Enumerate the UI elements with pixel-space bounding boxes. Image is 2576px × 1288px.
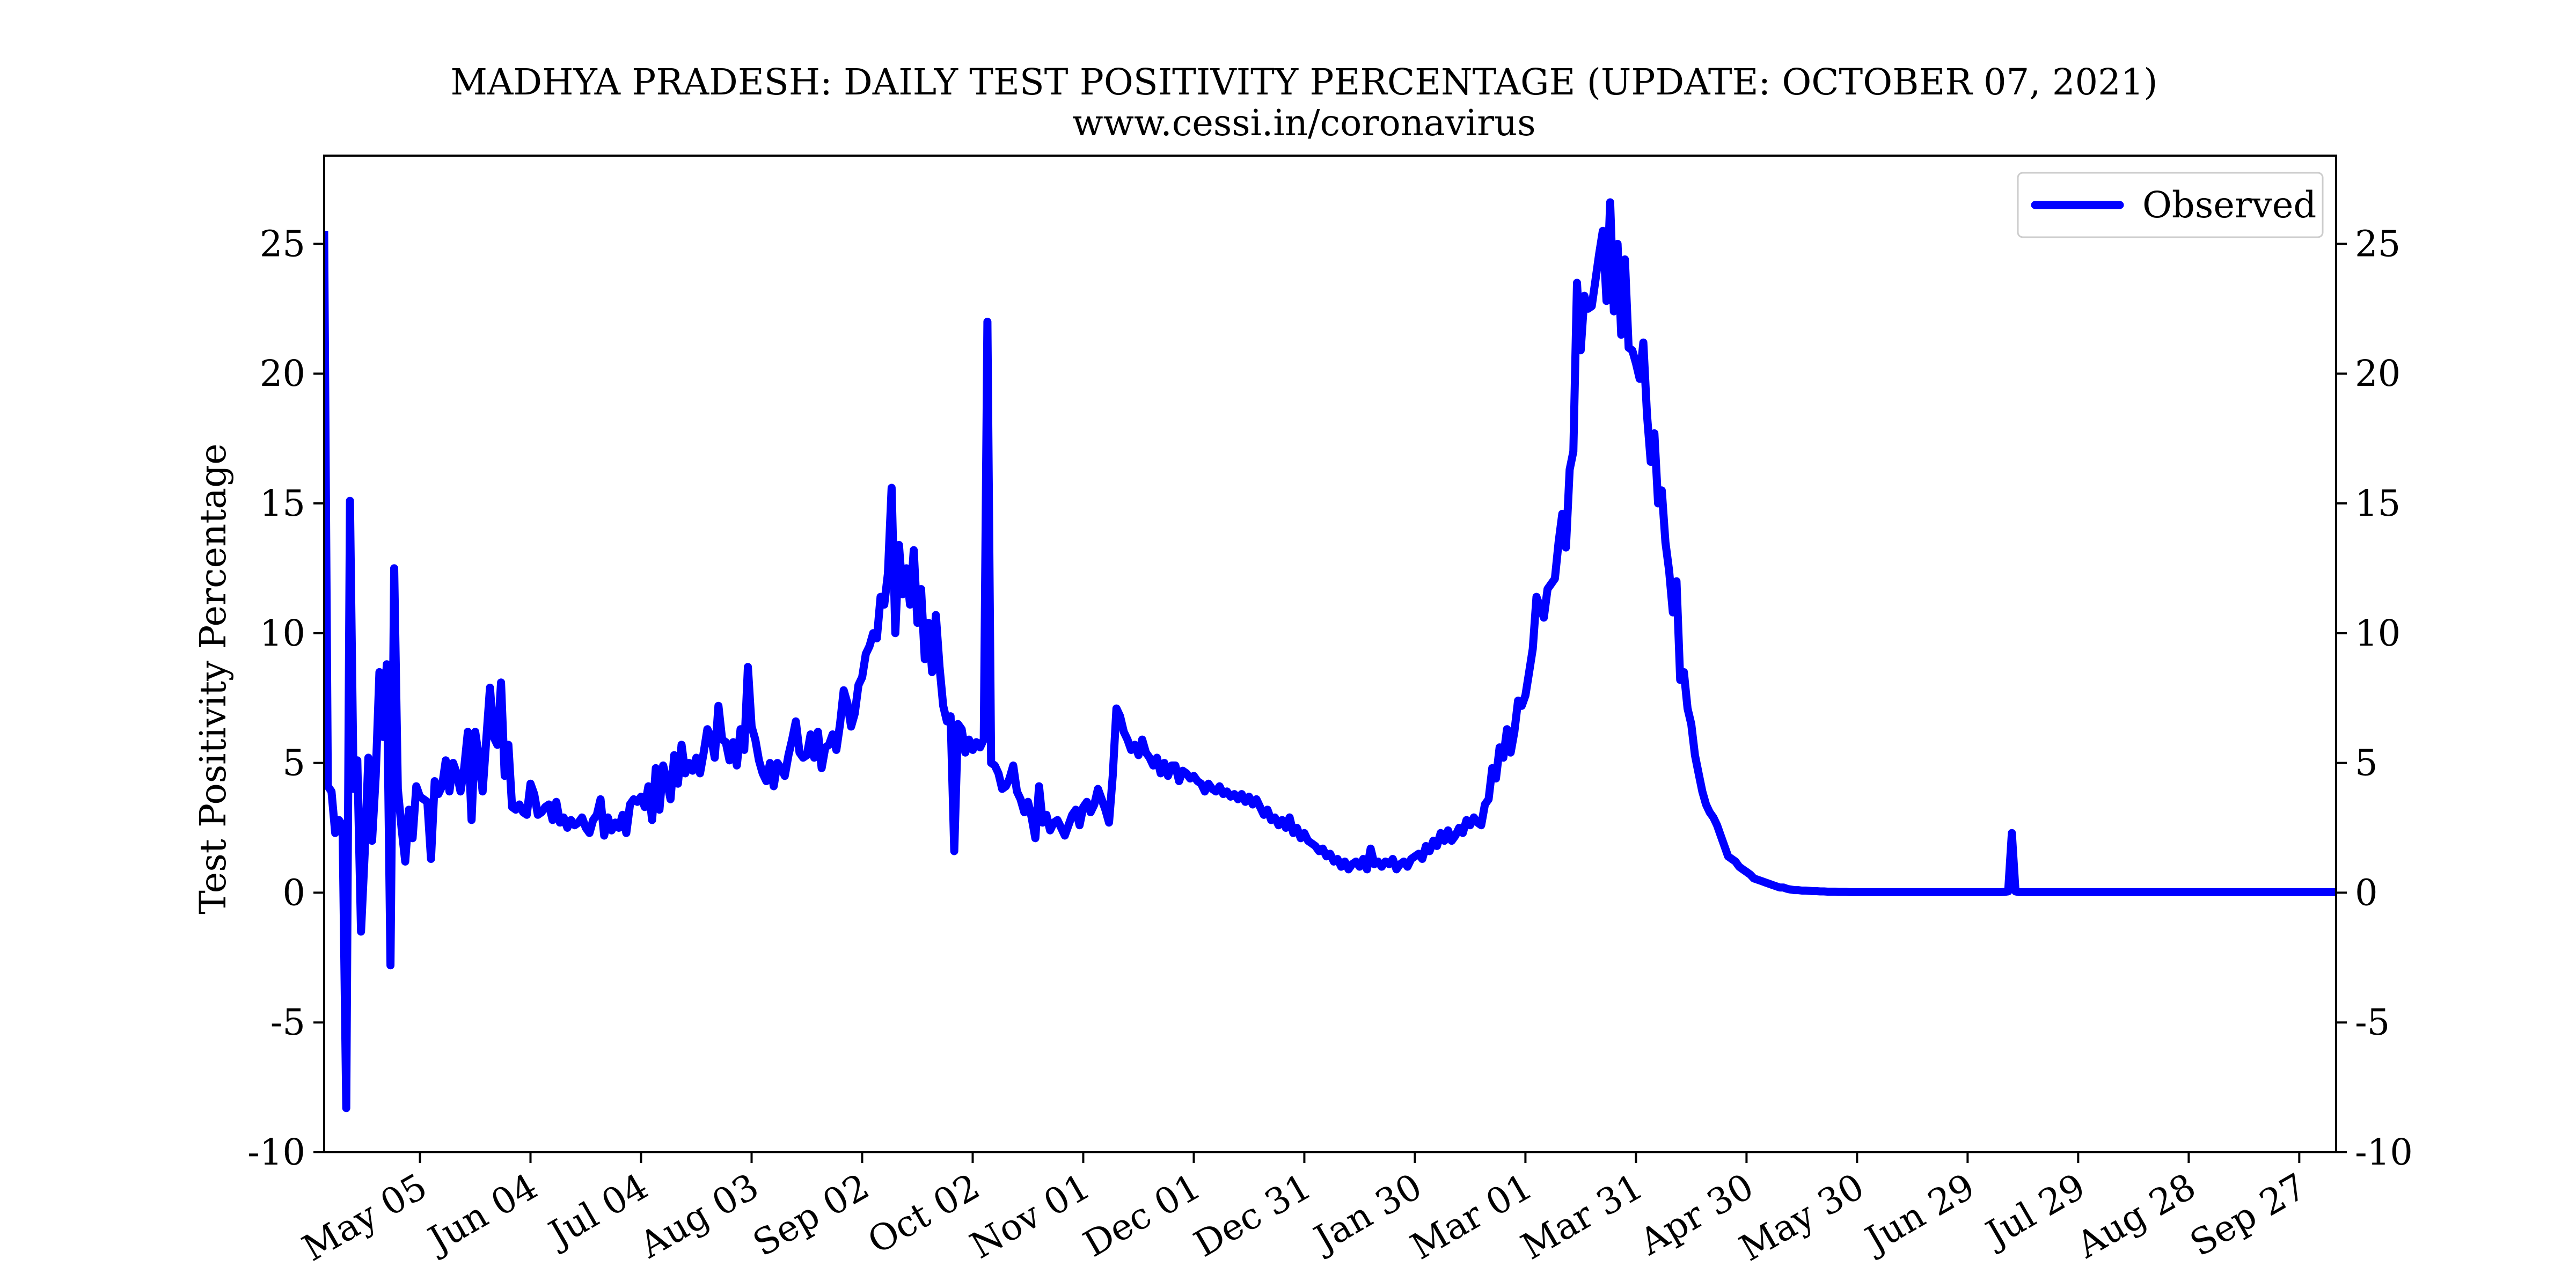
- y-tick-label-right: 10: [2355, 612, 2401, 654]
- y-tick-label-left: 10: [260, 612, 305, 654]
- chart-subtitle: www.cessi.in/coronavirus: [1072, 102, 1535, 144]
- y-tick-label-right: 5: [2355, 742, 2378, 784]
- y-tick-label-right: 15: [2355, 482, 2401, 524]
- y-tick-label-left: -10: [247, 1131, 305, 1173]
- chart-title: MADHYA PRADESH: DAILY TEST POSITIVITY PE…: [450, 61, 2157, 103]
- legend-box: [2017, 172, 2324, 238]
- y-tick-label-right: -5: [2355, 1001, 2390, 1043]
- y-tick-label-right: 20: [2355, 353, 2401, 394]
- y-tick-label-left: 25: [260, 223, 305, 265]
- y-tick-label-left: 5: [282, 742, 305, 784]
- y-tick-label-left: 0: [282, 872, 305, 913]
- y-tick-label-right: 25: [2355, 223, 2401, 265]
- y-tick-label-left: -5: [270, 1001, 305, 1043]
- y-tick-label-left: 20: [260, 353, 305, 394]
- legend: Observed: [2017, 172, 2324, 238]
- y-axis-label: Test Positivity Percentage: [192, 443, 234, 914]
- y-tick-label-right: -10: [2355, 1131, 2413, 1173]
- y-tick-label-left: 15: [260, 482, 305, 524]
- plot-frame: [323, 155, 2337, 1153]
- series-line-0: [324, 198, 2336, 1113]
- y-tick-label-right: 0: [2355, 872, 2378, 913]
- legend-label-observed: Observed: [2142, 184, 2316, 226]
